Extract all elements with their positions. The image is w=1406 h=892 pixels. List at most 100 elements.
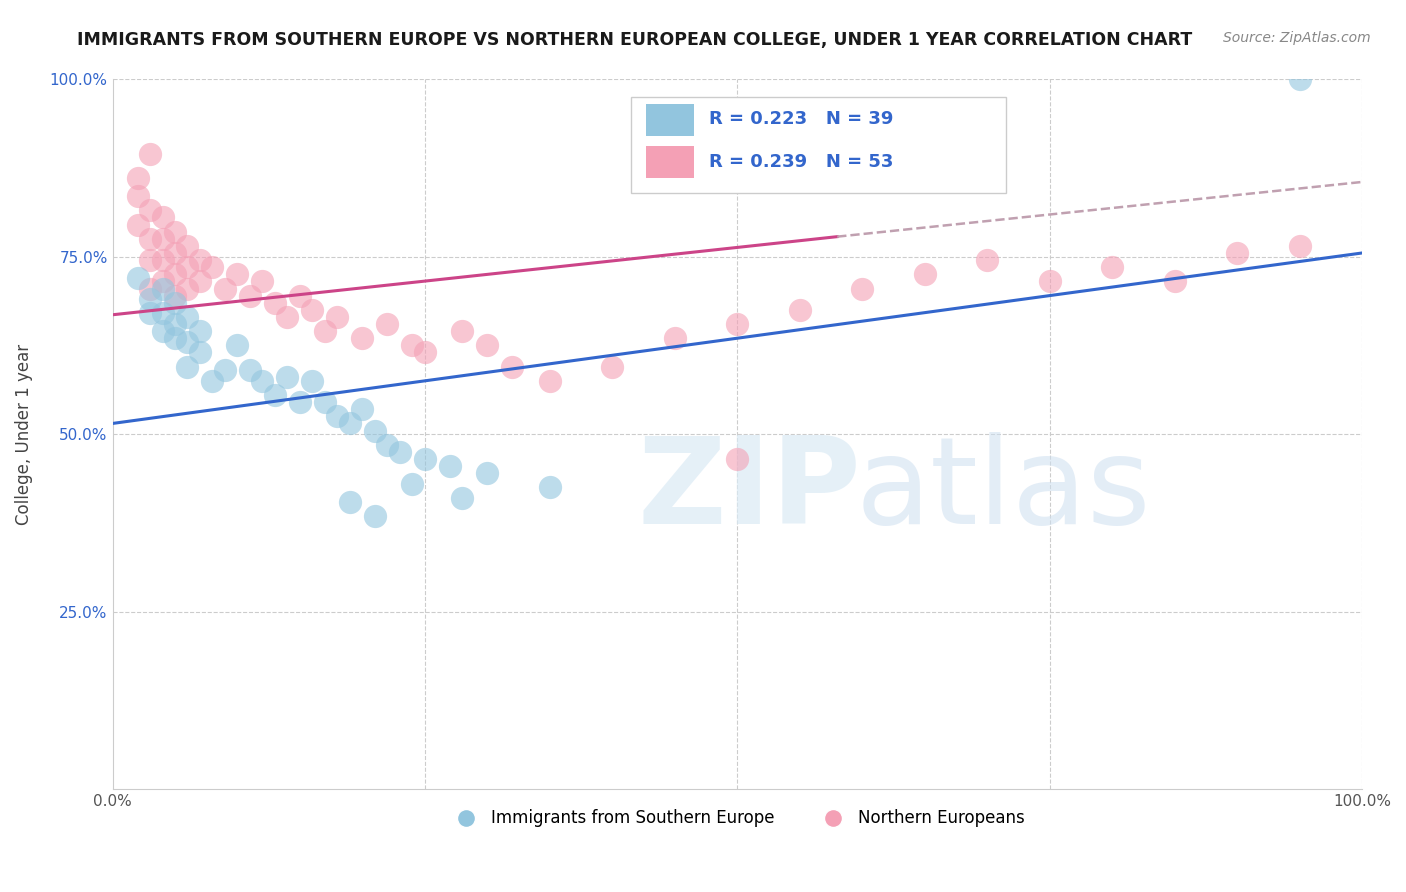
- Point: [176, 281, 198, 295]
- Point: [264, 295, 287, 310]
- Text: R = 0.223   N = 39: R = 0.223 N = 39: [709, 111, 893, 128]
- Point: [314, 324, 336, 338]
- FancyBboxPatch shape: [645, 103, 693, 136]
- Point: [725, 452, 748, 467]
- Point: [377, 438, 399, 452]
- Point: [1039, 274, 1062, 288]
- Text: Source: ZipAtlas.com: Source: ZipAtlas.com: [1223, 31, 1371, 45]
- Point: [152, 253, 174, 268]
- Point: [176, 334, 198, 349]
- Point: [1163, 274, 1185, 288]
- Point: [188, 345, 211, 359]
- Point: [163, 295, 186, 310]
- Point: [276, 370, 298, 384]
- Point: [264, 388, 287, 402]
- Point: [477, 338, 499, 352]
- Point: [976, 253, 998, 268]
- Point: [1288, 72, 1310, 87]
- Point: [1101, 260, 1123, 275]
- Point: [152, 324, 174, 338]
- Point: [301, 302, 323, 317]
- Point: [176, 260, 198, 275]
- FancyBboxPatch shape: [631, 96, 1005, 193]
- Point: [127, 270, 149, 285]
- Point: [602, 359, 624, 374]
- Point: [477, 466, 499, 480]
- Legend: Immigrants from Southern Europe, Northern Europeans: Immigrants from Southern Europe, Norther…: [443, 803, 1032, 834]
- Point: [252, 374, 274, 388]
- Point: [538, 480, 561, 494]
- FancyBboxPatch shape: [645, 146, 693, 178]
- Point: [176, 310, 198, 324]
- Point: [301, 374, 323, 388]
- Point: [451, 324, 474, 338]
- Y-axis label: College, Under 1 year: College, Under 1 year: [15, 343, 32, 524]
- Point: [339, 494, 361, 508]
- Point: [288, 395, 311, 409]
- Point: [725, 317, 748, 331]
- Point: [364, 424, 387, 438]
- Point: [188, 324, 211, 338]
- Point: [139, 146, 162, 161]
- Point: [851, 281, 873, 295]
- Point: [176, 359, 198, 374]
- Point: [352, 402, 374, 417]
- Point: [214, 281, 236, 295]
- Point: [152, 274, 174, 288]
- Point: [163, 246, 186, 260]
- Point: [439, 458, 461, 473]
- Point: [288, 288, 311, 302]
- Point: [314, 395, 336, 409]
- Point: [664, 331, 686, 345]
- Point: [226, 338, 249, 352]
- Point: [127, 218, 149, 232]
- Point: [163, 288, 186, 302]
- Text: atlas: atlas: [856, 433, 1152, 549]
- Point: [501, 359, 523, 374]
- Point: [377, 317, 399, 331]
- Point: [139, 253, 162, 268]
- Text: R = 0.239   N = 53: R = 0.239 N = 53: [709, 153, 893, 171]
- Point: [214, 363, 236, 377]
- Point: [352, 331, 374, 345]
- Point: [1226, 246, 1249, 260]
- Point: [914, 268, 936, 282]
- Point: [152, 281, 174, 295]
- Point: [139, 281, 162, 295]
- Point: [139, 232, 162, 246]
- Point: [1288, 239, 1310, 253]
- Point: [276, 310, 298, 324]
- Point: [413, 452, 436, 467]
- Point: [163, 331, 186, 345]
- Point: [252, 274, 274, 288]
- Point: [127, 171, 149, 186]
- Point: [226, 268, 249, 282]
- Point: [163, 268, 186, 282]
- Point: [152, 211, 174, 225]
- Point: [364, 508, 387, 523]
- Point: [188, 253, 211, 268]
- Point: [139, 306, 162, 320]
- Point: [201, 374, 224, 388]
- Text: IMMIGRANTS FROM SOUTHERN EUROPE VS NORTHERN EUROPEAN COLLEGE, UNDER 1 YEAR CORRE: IMMIGRANTS FROM SOUTHERN EUROPE VS NORTH…: [77, 31, 1192, 49]
- Point: [789, 302, 811, 317]
- Point: [413, 345, 436, 359]
- Point: [163, 317, 186, 331]
- Point: [339, 417, 361, 431]
- Point: [326, 409, 349, 424]
- Point: [239, 363, 262, 377]
- Point: [401, 476, 423, 491]
- Point: [326, 310, 349, 324]
- Point: [176, 239, 198, 253]
- Point: [239, 288, 262, 302]
- Point: [201, 260, 224, 275]
- Point: [451, 491, 474, 505]
- Point: [152, 232, 174, 246]
- Point: [388, 445, 411, 459]
- Point: [401, 338, 423, 352]
- Point: [139, 203, 162, 218]
- Point: [538, 374, 561, 388]
- Text: ZIP: ZIP: [637, 433, 860, 549]
- Point: [163, 225, 186, 239]
- Point: [127, 189, 149, 203]
